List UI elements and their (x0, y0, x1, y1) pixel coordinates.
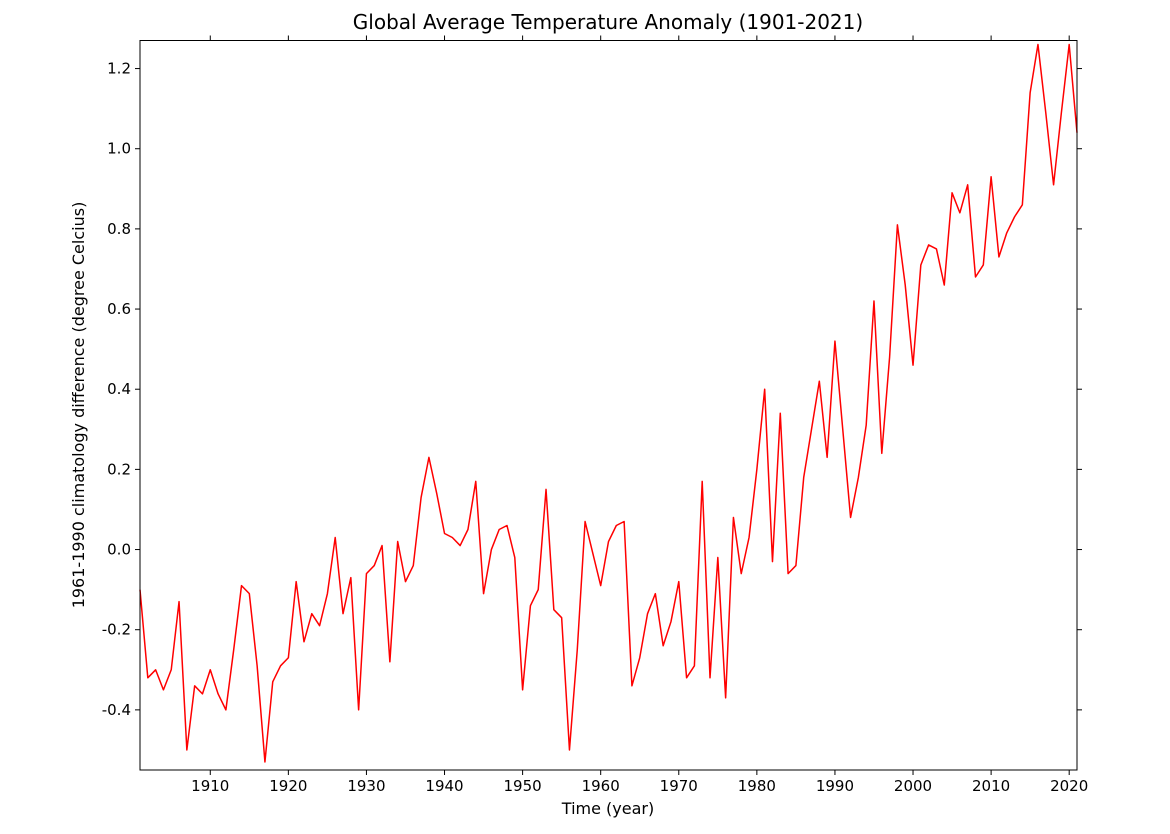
y-tick-label: 0.2 (107, 460, 131, 478)
x-tick-label: 1920 (269, 777, 307, 795)
axis-ticks-group (135, 35, 1082, 775)
y-tick-label: 0.6 (107, 300, 131, 318)
x-axis-label: Time (year) (561, 799, 654, 818)
x-tick-label: 1940 (425, 777, 463, 795)
series-line (139, 43, 1078, 763)
x-tick-label: 2000 (894, 777, 932, 795)
y-tick-label: 1.0 (107, 140, 131, 158)
x-tick-label: 1950 (504, 777, 542, 795)
x-tick-label: 1910 (191, 777, 229, 795)
x-tick-label: 1990 (816, 777, 854, 795)
tick-labels-group: 1910 1920 1930 1940 1950 1960 1970 1980 1990 2000… (102, 60, 1089, 795)
y-tick-label: 0.8 (107, 220, 131, 238)
data-series-group (139, 43, 1078, 763)
y-tick-label: 0.4 (107, 380, 131, 398)
x-tick-label: 2010 (972, 777, 1010, 795)
x-tick-label: 2020 (1050, 777, 1088, 795)
y-tick-label: 0.0 (107, 541, 131, 559)
x-tick-label: 1960 (582, 777, 620, 795)
x-tick-label: 1980 (738, 777, 776, 795)
y-tick-label: -0.2 (102, 621, 131, 639)
y-tick-label: 1.2 (107, 60, 131, 78)
chart-title: Global Average Temperature Anomaly (1901… (353, 10, 863, 34)
y-axis-label: 1961-1990 climatology difference (degree… (69, 202, 88, 609)
plot-border (139, 40, 1078, 771)
x-tick-label: 1930 (347, 777, 385, 795)
y-tick-label: -0.4 (102, 701, 131, 719)
x-tick-label: 1970 (660, 777, 698, 795)
